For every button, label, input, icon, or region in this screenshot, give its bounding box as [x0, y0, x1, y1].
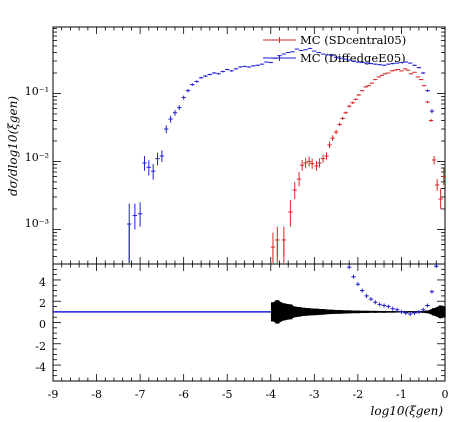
- xtick-label-8: -1: [396, 388, 407, 401]
- xtick-label-3: -6: [178, 388, 189, 401]
- xtick-label-6: -3: [309, 388, 320, 401]
- xtick-label-0: -9: [48, 388, 59, 401]
- lower-panel-frame: [52, 263, 446, 382]
- xtick-label-9: 0: [442, 388, 449, 401]
- lower-axis-ticks: [52, 264, 446, 381]
- upper-axis-ticks: [52, 27, 446, 264]
- upper-data-marks: [127, 47, 446, 263]
- upper-ytick-label-0: 10⁻³: [25, 217, 49, 230]
- legend-label-sdcentral: MC (SDcentral05): [300, 33, 406, 47]
- xtick-label-2: -7: [135, 388, 146, 401]
- xtick-label-1: -8: [91, 388, 102, 401]
- lower-ytick-label-0: -4: [35, 361, 46, 374]
- upper-ytick-label-1: 10⁻²: [25, 151, 49, 164]
- x-axis-label: log10(ξgen): [371, 404, 444, 418]
- lower-ytick-label-3: 2: [39, 297, 46, 310]
- lower-ytick-label-4: 4: [39, 276, 46, 289]
- xtick-label-4: -5: [222, 388, 233, 401]
- legend-label-diffedge: MC (DiffedgeE05): [300, 51, 406, 65]
- upper-ytick-label-2: 10⁻¹: [25, 85, 49, 98]
- xtick-label-5: -4: [265, 388, 276, 401]
- lower-ytick-label-2: 0: [39, 318, 46, 331]
- lower-ytick-label-1: -2: [35, 340, 46, 353]
- legend: MC (SDcentral05) MC (DiffedgeE05): [263, 33, 406, 65]
- xtick-label-7: -2: [353, 388, 364, 401]
- y-axis-label: dσ/dlog10(ξgen): [6, 96, 20, 196]
- lower-data-marks: [53, 264, 446, 324]
